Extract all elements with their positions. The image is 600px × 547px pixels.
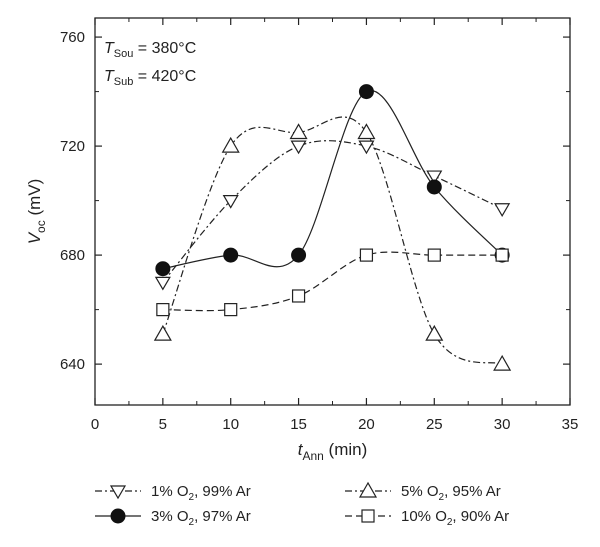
data-point-series-4 [427,248,441,262]
data-point-series-3 [425,324,444,341]
legend-marker [358,481,378,498]
x-tick-label: 5 [159,416,167,433]
data-point-series-3 [153,324,172,341]
data-point-series-1 [426,170,443,185]
y-tick-label: 680 [60,247,85,264]
data-point-series-4 [495,248,509,262]
legend-marker [110,508,126,524]
legend-marker [361,509,375,523]
data-point-series-1 [290,140,307,155]
data-point-series-4 [359,248,374,262]
x-tick-label: 35 [562,416,579,433]
x-tick-label: 30 [494,416,511,433]
data-point-series-1 [154,276,171,291]
y-tick-label: 720 [60,138,85,155]
x-tick-label: 20 [358,416,375,433]
legend-label: 5% O2, 95% Ar [401,483,501,503]
temperature-annotation: TSub = 420°C [104,68,196,88]
legend-label: 1% O2, 99% Ar [151,483,251,503]
legend-label: 10% O2, 90% Ar [401,508,509,528]
x-tick-label: 0 [91,416,99,433]
data-point-series-2 [291,247,307,263]
data-point-series-1 [358,140,375,155]
y-tick-label: 640 [60,356,85,373]
legend-marker [109,485,127,500]
data-point-series-3 [289,123,308,140]
y-tick-label: 760 [60,29,85,46]
data-point-series-3 [493,354,512,371]
data-point-series-3 [221,136,240,153]
legend-label: 3% O2, 97% Ar [151,508,251,528]
series-line-2 [162,89,503,270]
data-point-series-1 [222,194,239,209]
temperature-annotation: TSou = 380°C [104,40,196,60]
data-point-series-4 [291,289,306,303]
legend: 1% O2, 99% Ar 3% O2, 97% Ar 5% O2, 95% Ar 1… [95,481,509,528]
x-tick-label: 25 [426,416,443,433]
series-line-3 [162,116,503,365]
data-point-series-2 [426,179,442,195]
series-line-4 [162,251,503,312]
y-axis-title: Voc (mV) [25,179,48,245]
plot-area: 0 5 10 15 20 25 30 35 640 680 720 760 tAnn (min) Voc … [25,17,579,463]
x-tick-label: 15 [290,416,307,433]
series-line-1 [162,140,503,283]
x-axis-title: tAnn (min) [298,440,368,463]
data-point-series-2 [155,261,171,277]
data-point-series-2 [358,84,374,100]
data-point-series-4 [224,303,238,317]
data-point-series-4 [156,303,170,317]
data-point-series-3 [357,123,376,140]
data-point-series-2 [223,247,239,263]
x-tick-label: 10 [222,416,239,433]
data-point-series-1 [494,203,511,217]
